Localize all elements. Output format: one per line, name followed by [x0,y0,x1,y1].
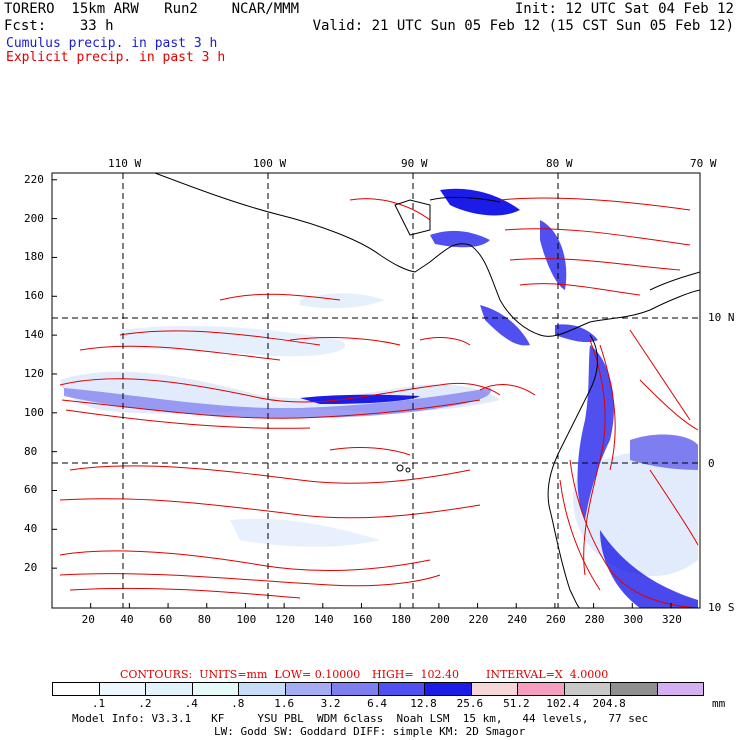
y-axis-ticks [52,179,57,569]
colorbar-label: 25.6 [456,697,484,710]
x-tick-label: 300 [623,613,644,626]
x-tick-label: 80 [197,613,211,626]
lat-label-10n: 10 N [708,311,735,324]
x-tick-label: 240 [507,613,528,626]
y-tick-label: 180 [24,250,44,264]
colorbar-label: 1.6 [274,697,295,710]
map-field [59,173,700,608]
x-tick-label: 200 [429,613,450,626]
contour-info: CONTOURS: UNITS=mm LOW= 0.10000 [120,668,361,681]
lon-label-110w: 110 W [108,157,142,170]
y-tick-label: 20 [24,561,38,575]
forecast-hour: Fcst: 33 h [4,18,114,34]
x-tick-label: 40 [120,613,134,626]
plot-frame [51,172,701,609]
colorbar-unit: mm [712,697,726,710]
colorbar-swatch [99,683,146,695]
x-tick-label: 140 [313,613,334,626]
colorbar-label: 3.2 [320,697,341,710]
colorbar-label: .4 [184,697,198,710]
colorbar-swatch [611,683,658,695]
colorbar-swatch [192,683,239,695]
physics-info: LW: Godd SW: Goddard DIFF: simple KM: 2D… [214,725,526,738]
colorbar-swatch [332,683,379,695]
x-tick-label: 20 [81,613,95,626]
x-tick-label: 280 [584,613,605,626]
y-tick-label: 40 [24,522,38,536]
colorbar-label: 6.4 [367,697,387,710]
colorbar-swatch [564,683,611,695]
colorbar-swatch [239,683,286,695]
x-tick-label: 60 [159,613,173,626]
lat-lon-grid [52,173,700,608]
y-tick-label: 60 [24,483,38,497]
legend-cumulus: Cumulus precip. in past 3 h [6,36,218,51]
valid-time: Valid: 21 UTC Sun 05 Feb 12 (15 CST Sun … [312,18,734,34]
y-tick-label: 160 [24,289,44,303]
legend-explicit: Explicit precip. in past 3 h [6,50,226,65]
y-tick-label: 200 [24,211,44,225]
colorbar-swatch [378,683,425,695]
colorbar-swatch [518,683,565,695]
colorbar-label: .8 [231,697,245,710]
x-tick-label: 220 [468,613,489,626]
colorbar-swatch [471,683,518,695]
colorbar-swatch [146,683,193,695]
x-tick-label: 100 [236,613,257,626]
colorbar [52,682,704,696]
coastlines [154,173,700,608]
contour-interval: INTERVAL=X 4.0000 [486,668,609,681]
init-time: Init: 12 UTC Sat 04 Feb 12 [514,1,734,17]
x-axis-ticks [90,603,672,608]
colorbar-label: .1 [91,697,106,710]
model-info: Model Info: V3.3.1 KF YSU PBL WDM 6class… [72,712,649,725]
colorbar-label: 51.2 [503,697,530,710]
x-tick-label: 180 [391,613,412,626]
lat-label-0: 0 [708,457,715,470]
x-tick-label: 320 [661,613,682,626]
lon-label-100w: 100 W [253,157,287,170]
x-tick-label: 260 [545,613,566,626]
lat-label-10s: 10 S [708,601,735,614]
x-tick-label: 160 [352,613,373,626]
colorbar-swatch [425,683,472,695]
lon-label-90w: 90 W [401,157,428,170]
colorbar-swatch [285,683,332,695]
x-tick-label: 120 [275,613,295,626]
colorbar-label: 204.8 [592,697,626,710]
y-tick-label: 140 [24,328,44,342]
y-tick-label: 80 [24,444,38,458]
colorbar-swatch [657,683,703,695]
y-tick-label: 100 [24,405,44,419]
colorbar-label: 102.4 [546,697,580,710]
model-title: TORERO 15km ARW Run2 NCAR/MMM [4,1,300,17]
contour-high: HIGH= 102.40 [372,668,460,681]
y-tick-label: 120 [24,366,44,380]
colorbar-label: .2 [138,697,152,710]
explicit-precip-contours [59,197,699,608]
y-tick-label: 220 [24,172,44,186]
colorbar-swatch [53,683,100,695]
lon-label-70w: 70 W [690,157,717,170]
cumulus-heavy [64,188,698,608]
lon-label-80w: 80 W [546,157,573,170]
colorbar-label: 12.8 [410,697,437,710]
